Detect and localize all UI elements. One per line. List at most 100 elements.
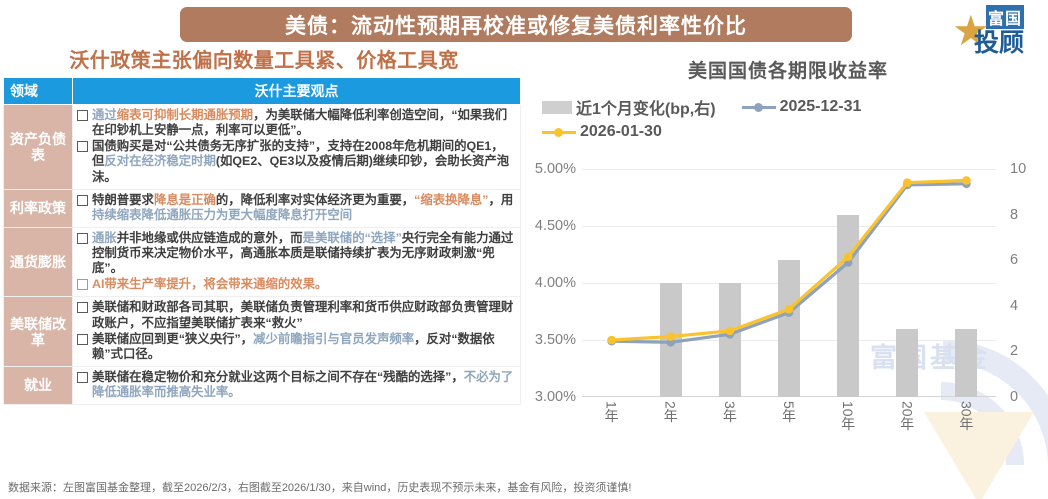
row-domain-label: 通货膨胀 — [3, 226, 73, 298]
text-segment: 特朗普要求 — [92, 192, 154, 207]
y-axis-right-tick: 2 — [1010, 343, 1019, 360]
table-header-row: 领域 沃什主要观点 — [3, 77, 521, 105]
chart-bar — [778, 260, 800, 397]
chart-data-point — [725, 326, 735, 336]
chart-data-point — [843, 252, 853, 262]
bullet-text: 特朗普要求降息是正确的，降低利率对实体经济更为重要，“缩表换降息”，用持续缩表降… — [92, 193, 516, 223]
row-content: 通胀并非地缘或供应链造成的意外，而是美联储的“选择”央行完全有能力通过控制货币来… — [72, 226, 521, 298]
bullet-text: 美联储在稳定物价和充分就业这两个目标之间不存在“残酷的选择”，不必为了降低通胀率… — [92, 370, 516, 400]
text-segment: 央行完全有能力通过控制货币来决定物价水平，高通胀本质是联储持续扩表为无序财政刺激… — [92, 230, 514, 276]
text-segment: 缩表可抑制长期通胀预期 — [116, 108, 254, 122]
y-axis-right-tick: 4 — [1010, 297, 1019, 314]
column-header-views: 沃什主要观点 — [72, 77, 521, 105]
text-segment: 通胀 — [92, 230, 117, 245]
bullet-item: AI带来生产率提升，将会带来通缩的效果。 — [75, 277, 516, 292]
legend-swatch-line-2026-icon — [542, 127, 576, 137]
bullet-item: 通过缩表可抑制长期通胀预期，为美联储大幅降低利率创造空间，“如果我们在印钞机上安… — [75, 108, 516, 138]
bullet-item: 美联储在稳定物价和充分就业这两个目标之间不存在“残酷的选择”，不必为了降低通胀率… — [75, 370, 516, 400]
legend-label-bar: 近1个月变化(bp,右) — [576, 101, 716, 118]
chart-lines — [607, 176, 971, 347]
opinion-table-body: 资产负债表 通过缩表可抑制长期通胀预期，为美联储大幅降低利率创造空间，“如果我们在… — [3, 104, 521, 406]
logo-top-text: 富国 — [986, 5, 1025, 29]
chart-gridline — [582, 226, 996, 227]
text-segment: 持续缩表降低通胀压力为更大幅度降息打开空间 — [92, 207, 353, 222]
text-segment: (如QE2、QE3以及疫情后期)继续印钞，会助长资产泡沫。 — [92, 154, 510, 184]
text-segment: “缩表换降息” — [414, 192, 489, 207]
legend-item-bar[interactable]: 近1个月变化(bp,右) — [542, 95, 716, 119]
text-segment: 美联储在稳定物价和充分就业这两个目标之间不存在“残酷的选择”， — [92, 369, 464, 384]
text-segment: ，为美联储大幅降低利率创造空间，“如果我们在印钞机上安静一点，利率可以更低”。 — [92, 108, 508, 138]
y-axis-left-tick: 3.50% — [534, 332, 576, 348]
chart-gridline — [582, 169, 996, 170]
y-axis-left-tick: 5.00% — [534, 161, 576, 177]
bullet-item: 特朗普要求降息是正确的，降低利率对实体经济更为重要，“缩表换降息”，用持续缩表降… — [75, 193, 516, 223]
checkbox-icon — [77, 110, 88, 121]
y-axis-right-tick: 6 — [1010, 252, 1019, 269]
bullet-text: 美联储应回到更“狭义央行”，减少前瞻指引与官员发声频率，反对“数据依赖”式口径。 — [92, 332, 516, 362]
table-row: 美联储改革 美联储和财政部各司其职，美联储负责管理利率和货币供应财政部负责管理财政… — [3, 296, 521, 367]
row-content: 美联储和财政部各司其职，美联储负责管理利率和货币供应财政部负责管理财政账户，不应… — [72, 296, 521, 367]
bullet-item: 美联储应回到更“狭义央行”，减少前瞻指引与官员发声频率，反对“数据依赖”式口径。 — [75, 332, 516, 362]
legend-label-line-2026: 2026-01-30 — [580, 123, 662, 140]
chart-bar — [955, 328, 978, 397]
legend-swatch-bar-icon — [542, 100, 572, 114]
chart-data-point — [666, 332, 676, 341]
legend-swatch-line-2025-icon — [741, 102, 776, 112]
bullet-text: 美联储和财政部各司其职，美联储负责管理利率和货币供应财政部负责管理财政账户，不应… — [92, 300, 516, 330]
opinion-table: 领域 沃什主要观点 资产负债表 通过缩表可抑制长期通胀预期，为美联储大幅降低利率创… — [3, 77, 521, 406]
bullet-item: 美联储和财政部各司其职，美联储负责管理利率和货币供应财政部负责管理财政账户，不应… — [75, 300, 516, 330]
brand-logo: ★ 富国 投顾 — [952, 2, 1044, 57]
chart-data-point — [902, 178, 912, 187]
bullet-text: AI带来生产率提升，将会带来通缩的效果。 — [92, 277, 516, 292]
row-content: 特朗普要求降息是正确的，降低利率对实体经济更为重要，“缩表换降息”，用持续缩表降… — [72, 188, 521, 228]
x-axis-tick: 10年 — [840, 401, 857, 431]
text-segment: 的，降低利率对实体经济更为重要， — [215, 192, 415, 207]
y-axis-right-tick: 0 — [1010, 389, 1019, 405]
checkbox-icon — [77, 279, 88, 291]
logo-bottom-text: 投顾 — [974, 29, 1025, 57]
x-axis-tick: 30年 — [958, 401, 975, 431]
table-row: 资产负债表 通过缩表可抑制长期通胀预期，为美联储大幅降低利率创造空间，“如果我们在… — [3, 104, 521, 190]
y-axis-left-tick: 4.00% — [534, 275, 576, 291]
text-segment: 不必为了降低通胀率而推高失业率。 — [92, 369, 514, 399]
column-header-domain: 领域 — [3, 77, 73, 105]
left-panel: 沃什政策主张偏向数量工具紧、价格工具宽 领域 沃什主要观点 资产负债表 通过缩表可… — [0, 44, 528, 406]
y-axis-left-tick: 4.50% — [534, 218, 576, 234]
chart-data-point — [607, 335, 616, 345]
legend-item-line-2025[interactable]: 2025-12-31 — [741, 98, 861, 116]
x-axis-tick: 5年 — [781, 401, 797, 423]
x-axis-tick: 1年 — [603, 401, 620, 423]
bullet-item: 通胀并非地缘或供应链造成的意外，而是美联储的“选择”央行完全有能力通过控制货币来… — [75, 231, 516, 276]
chart-line-series — [609, 182, 969, 344]
text-segment: 反对在经济稳定时期 — [104, 154, 216, 169]
chart-legend: 近1个月变化(bp,右) 2025-12-31 2026-01-30 — [542, 93, 1002, 143]
star-icon: ★ — [952, 7, 990, 54]
chart-title: 美国国债各期限收益率 — [687, 61, 888, 82]
text-segment: 国债购买是对“公共债务无序扩张的支持”，支持在2008年危机期间的QE1，但 — [92, 139, 504, 169]
page-title-bar: 美债：流动性预期再校准或修复美债利率性价比 — [180, 7, 852, 42]
text-segment: 减少前瞻指引与官员发声频率 — [253, 331, 415, 346]
page-title: 美债：流动性预期再校准或修复美债利率性价比 — [285, 14, 747, 38]
table-row: 利率政策 特朗普要求降息是正确的，降低利率对实体经济更为重要，“缩表换降息”，用持… — [3, 188, 521, 228]
chart-bar — [718, 283, 741, 397]
chart-data-point — [784, 304, 794, 314]
text-segment: ，反对“数据依赖”式口径。 — [92, 331, 495, 361]
x-axis-tick: 2年 — [662, 401, 679, 423]
text-segment: 美联储和财政部各司其职，美联储负责管理利率和货币供应财政部负责管理财政账户，不应… — [92, 300, 514, 330]
checkbox-icon — [77, 333, 88, 345]
row-content: 通过缩表可抑制长期通胀预期，为美联储大幅降低利率创造空间，“如果我们在印钞机上安… — [72, 104, 521, 190]
text-segment: 降息是正确 — [153, 192, 216, 207]
text-segment: ，用 — [488, 192, 514, 207]
bullet-text: 通过缩表可抑制长期通胀预期，为美联储大幅降低利率创造空间，“如果我们在印钞机上安… — [92, 108, 516, 138]
left-subtitle: 沃什政策主张偏向数量工具紧、价格工具宽 — [69, 50, 459, 72]
bullet-text: 国债购买是对“公共债务无序扩张的支持”，支持在2008年危机期间的QE1，但反对… — [92, 139, 516, 184]
text-segment: 并非地缘或供应链造成的意外，而 — [116, 230, 303, 245]
checkbox-icon — [77, 194, 88, 206]
text-segment: 通过 — [92, 108, 117, 122]
row-domain-label: 美联储改革 — [3, 296, 73, 367]
checkbox-icon — [77, 232, 88, 244]
y-axis-right-tick: 10 — [1010, 161, 1027, 177]
row-content: 美联储在稳定物价和充分就业这两个目标之间不存在“残酷的选择”，不必为了降低通胀率… — [72, 365, 521, 406]
text-segment: 是美联储的“选择” — [302, 230, 402, 245]
legend-item-line-2026[interactable]: 2026-01-30 — [542, 123, 662, 141]
